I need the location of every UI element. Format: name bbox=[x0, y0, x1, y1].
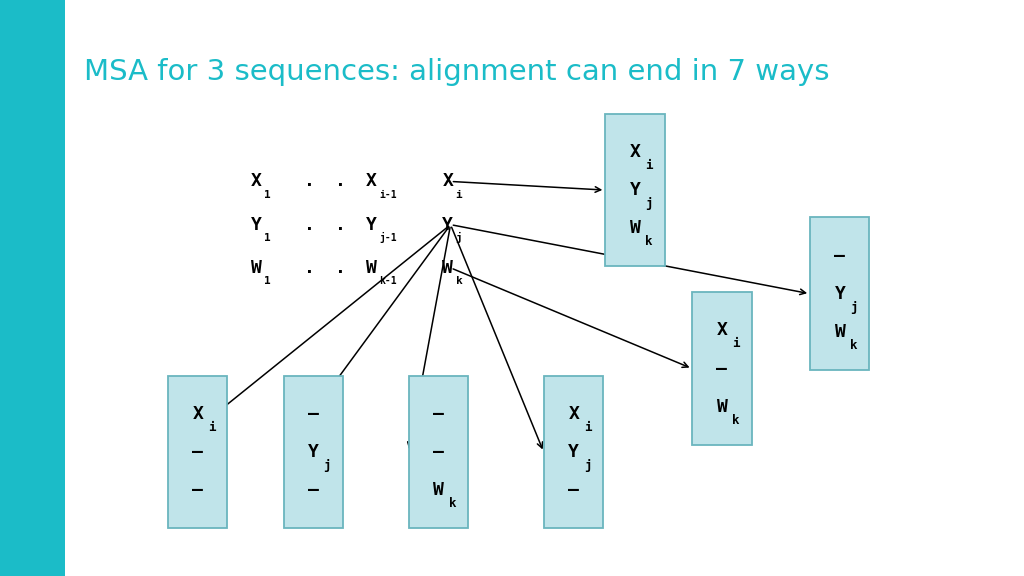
Text: Y: Y bbox=[442, 215, 454, 234]
Text: X: X bbox=[366, 172, 377, 191]
Text: –: – bbox=[433, 405, 443, 423]
Text: .: . bbox=[335, 172, 345, 191]
Text: X: X bbox=[193, 405, 204, 423]
Text: j: j bbox=[850, 301, 857, 313]
Text: .: . bbox=[304, 259, 314, 277]
FancyBboxPatch shape bbox=[692, 293, 752, 445]
Text: X: X bbox=[630, 143, 641, 161]
Text: Y: Y bbox=[366, 215, 377, 234]
Text: W: W bbox=[630, 219, 641, 237]
Text: 1: 1 bbox=[264, 233, 271, 243]
Text: k: k bbox=[449, 497, 456, 510]
Text: j: j bbox=[645, 197, 652, 210]
Text: 1: 1 bbox=[264, 276, 271, 286]
Text: –: – bbox=[568, 482, 579, 499]
Text: –: – bbox=[193, 482, 203, 499]
Text: X: X bbox=[717, 321, 728, 339]
Text: W: W bbox=[251, 259, 262, 277]
Text: X: X bbox=[251, 172, 262, 191]
FancyBboxPatch shape bbox=[544, 376, 603, 529]
Text: Y: Y bbox=[568, 443, 580, 461]
Text: k: k bbox=[456, 276, 463, 286]
Text: Y: Y bbox=[251, 215, 262, 234]
Text: j: j bbox=[584, 459, 591, 472]
Text: W: W bbox=[717, 398, 728, 416]
Text: k: k bbox=[645, 235, 652, 248]
Text: k-1: k-1 bbox=[379, 276, 396, 286]
FancyBboxPatch shape bbox=[168, 376, 227, 529]
Text: –: – bbox=[717, 359, 727, 378]
Text: W: W bbox=[835, 323, 846, 341]
Text: –: – bbox=[193, 443, 203, 461]
Text: X: X bbox=[568, 405, 580, 423]
Text: j: j bbox=[324, 459, 331, 472]
Text: W: W bbox=[433, 482, 444, 499]
Text: k: k bbox=[732, 414, 739, 427]
Text: i: i bbox=[456, 190, 463, 200]
Text: W: W bbox=[366, 259, 377, 277]
Text: W: W bbox=[442, 259, 454, 277]
Text: Y: Y bbox=[835, 285, 846, 303]
Text: Y: Y bbox=[630, 181, 641, 199]
Text: i: i bbox=[645, 158, 652, 172]
Text: i-1: i-1 bbox=[379, 190, 396, 200]
Text: –: – bbox=[433, 443, 443, 461]
FancyBboxPatch shape bbox=[810, 217, 869, 370]
Text: j-1: j-1 bbox=[379, 232, 396, 244]
Text: –: – bbox=[308, 482, 318, 499]
Text: k: k bbox=[850, 339, 857, 352]
Text: j: j bbox=[456, 232, 463, 244]
Text: i: i bbox=[732, 337, 739, 350]
Text: X: X bbox=[442, 172, 454, 191]
Text: 1: 1 bbox=[264, 190, 271, 200]
Text: Y: Y bbox=[308, 443, 319, 461]
Text: MSA for 3 sequences: alignment can end in 7 ways: MSA for 3 sequences: alignment can end i… bbox=[84, 58, 829, 86]
FancyBboxPatch shape bbox=[409, 376, 468, 529]
Text: –: – bbox=[308, 405, 318, 423]
Text: .: . bbox=[304, 215, 314, 234]
Text: i: i bbox=[208, 420, 215, 434]
Text: .: . bbox=[335, 259, 345, 277]
FancyBboxPatch shape bbox=[0, 0, 65, 576]
FancyBboxPatch shape bbox=[284, 376, 343, 529]
FancyBboxPatch shape bbox=[605, 113, 665, 266]
Text: –: – bbox=[835, 247, 845, 264]
Text: .: . bbox=[304, 172, 314, 191]
Text: i: i bbox=[584, 420, 591, 434]
Text: .: . bbox=[335, 215, 345, 234]
